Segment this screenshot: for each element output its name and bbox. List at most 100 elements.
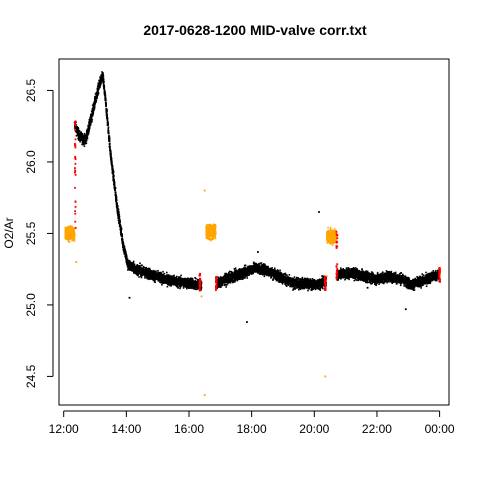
data-point — [266, 274, 268, 277]
data-point — [197, 280, 199, 282]
data-point — [115, 198, 118, 200]
data-point — [146, 275, 148, 278]
data-point — [121, 233, 123, 235]
data-point — [132, 264, 134, 266]
data-point — [267, 265, 269, 268]
data-point — [112, 169, 115, 172]
data-point — [164, 275, 166, 277]
data-point — [178, 279, 181, 281]
data-point — [309, 278, 312, 280]
data-point — [282, 273, 284, 276]
data-point — [90, 121, 92, 124]
data-point — [251, 265, 254, 267]
data-point — [161, 280, 163, 283]
data-point — [234, 279, 237, 281]
data-point — [194, 276, 196, 279]
data-point — [283, 273, 285, 276]
data-point — [136, 264, 139, 266]
data-point — [91, 119, 94, 121]
data-point — [292, 286, 295, 288]
data-point — [288, 274, 291, 276]
data-point — [110, 154, 112, 156]
data-point — [102, 82, 105, 85]
data-point — [241, 268, 244, 270]
data-point — [94, 104, 96, 106]
data-point — [134, 272, 137, 275]
data-point — [220, 276, 223, 279]
data-point — [169, 277, 172, 279]
data-point — [224, 283, 226, 286]
data-point — [195, 277, 197, 280]
data-point — [112, 177, 115, 179]
data-point — [117, 208, 120, 211]
data-point — [242, 276, 245, 279]
data-point — [188, 286, 190, 288]
data-point — [200, 286, 203, 289]
data-point — [189, 278, 191, 281]
data-point — [132, 260, 135, 263]
data-point — [238, 269, 241, 271]
data-point — [92, 112, 95, 114]
data-point — [273, 273, 276, 275]
data-point — [81, 143, 83, 146]
data-point — [231, 279, 234, 282]
data-point — [101, 71, 103, 73]
data-point — [81, 142, 84, 144]
data-point — [297, 278, 300, 280]
data-point — [168, 274, 170, 276]
data-point — [106, 115, 108, 117]
data-point — [143, 267, 145, 269]
data-point — [166, 285, 169, 288]
data-point — [103, 81, 105, 83]
data-point — [111, 163, 113, 165]
data-point — [105, 99, 107, 102]
data-point — [110, 160, 113, 162]
data-point — [165, 282, 167, 285]
data-point — [83, 145, 86, 148]
data-point — [178, 285, 181, 287]
data-point — [175, 275, 178, 278]
data-point — [267, 267, 270, 269]
data-point — [111, 160, 113, 163]
data-point — [248, 274, 251, 276]
data-point — [160, 281, 163, 284]
data-point — [108, 134, 110, 137]
data-point — [91, 114, 94, 117]
data-point — [106, 110, 108, 113]
data-point — [225, 273, 228, 276]
data-point — [233, 279, 235, 282]
data-point — [219, 284, 221, 287]
data-point — [105, 107, 108, 110]
data-point — [113, 184, 116, 186]
data-point — [138, 264, 140, 267]
data-point — [162, 270, 164, 273]
data-point — [109, 148, 111, 150]
data-point — [236, 269, 238, 272]
data-point — [100, 82, 102, 85]
data-point — [191, 285, 194, 288]
data-point — [85, 139, 88, 142]
data-point — [77, 131, 80, 134]
data-point — [197, 287, 199, 290]
data-point — [233, 277, 236, 279]
data-point — [200, 283, 203, 286]
data-point — [93, 109, 95, 111]
data-point — [311, 288, 313, 291]
data-point — [128, 262, 131, 265]
data-point — [303, 287, 306, 290]
data-point — [161, 283, 163, 286]
data-point — [131, 264, 134, 267]
data-point — [185, 281, 188, 284]
data-point — [93, 106, 96, 109]
data-point — [123, 246, 126, 249]
data-point — [113, 181, 116, 183]
data-point — [225, 272, 227, 275]
data-point — [96, 95, 98, 98]
data-point — [259, 273, 261, 275]
data-point — [141, 264, 143, 266]
data-point — [295, 278, 298, 280]
data-point — [75, 134, 78, 137]
data-point — [234, 270, 237, 273]
data-point — [104, 98, 107, 101]
data-point — [109, 145, 111, 148]
